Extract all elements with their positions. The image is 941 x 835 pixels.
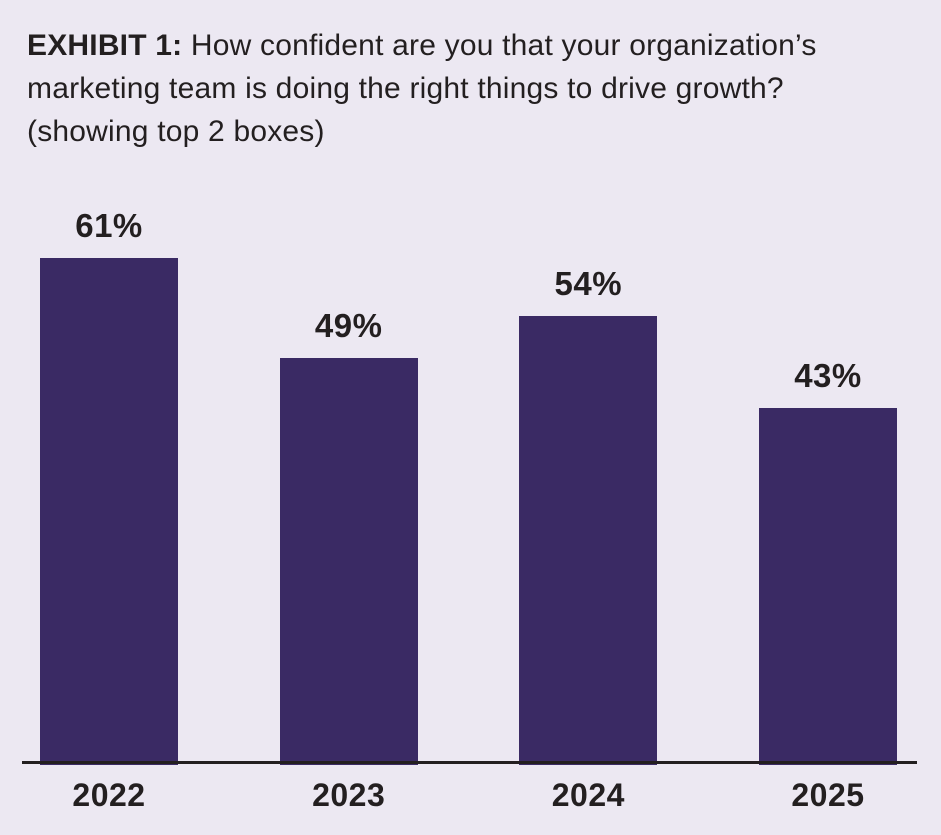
bar-group-2024: 54% bbox=[519, 265, 658, 765]
value-label-2024: 54% bbox=[554, 265, 623, 302]
bar-group-2023: 49% bbox=[279, 307, 418, 765]
value-label-2025: 43% bbox=[794, 357, 862, 394]
bar-2025 bbox=[758, 408, 897, 765]
bar-2024 bbox=[519, 316, 658, 765]
value-label-2023: 49% bbox=[314, 307, 383, 344]
bar-2022 bbox=[40, 258, 178, 765]
chart-title-prefix: EXHIBIT 1: bbox=[27, 29, 183, 62]
x-tick-2024: 2024 bbox=[551, 777, 625, 813]
value-label-2022: 61% bbox=[75, 207, 143, 244]
chart-title-text: How confident are you that your organiza… bbox=[27, 29, 817, 148]
x-axis-labels: 2022 2023 2024 2025 bbox=[22, 777, 917, 814]
bar-2023 bbox=[279, 358, 418, 765]
bar-group-2025: 43% bbox=[758, 357, 897, 765]
x-tick-2023: 2023 bbox=[312, 777, 386, 813]
chart-title: EXHIBIT 1: How confident are you that yo… bbox=[27, 24, 907, 153]
bar-group-2022: 61% bbox=[40, 207, 178, 765]
x-tick-2022: 2022 bbox=[72, 777, 146, 813]
x-tick-2025: 2025 bbox=[791, 777, 865, 813]
plot-area: 61% 49% 54% 43% bbox=[22, 207, 917, 765]
x-axis-line bbox=[22, 761, 917, 764]
